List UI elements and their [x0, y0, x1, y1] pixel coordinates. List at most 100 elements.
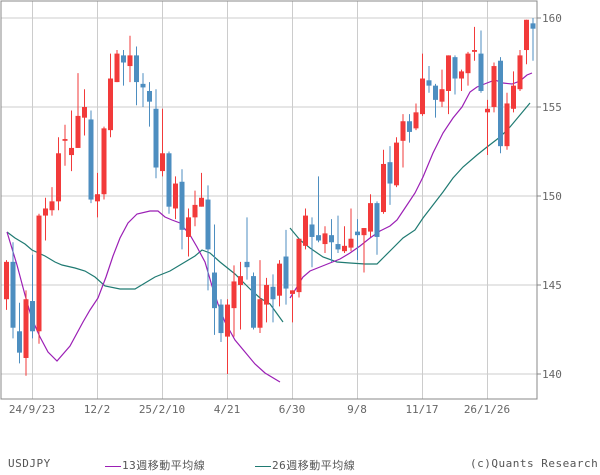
ma13-legend-swatch	[105, 465, 121, 467]
legend-ma26: 26週移動平均線	[255, 457, 355, 473]
x-tick-label: 11/17	[405, 403, 438, 416]
legend-ma13-label: 13週移動平均線	[122, 459, 206, 472]
candle-body	[530, 23, 536, 29]
x-axis: 24/9/23 12/2 25/2/10 4/21 6/30 9/8 11/17 26/1/2…	[9, 403, 510, 416]
candle-body	[95, 194, 100, 202]
ma13-line	[6, 72, 533, 383]
candle-body	[10, 261, 16, 328]
candle-body	[238, 276, 243, 285]
candle-body	[160, 153, 165, 172]
y-tick-label: 150	[542, 190, 562, 203]
candlestick-chart: 140 145 150 155 160 24/9/23 12/2 25/2/10 4/21 6/…	[0, 0, 562, 416]
candle-body	[478, 53, 484, 91]
candle-body	[17, 331, 22, 353]
candle-body	[114, 53, 120, 83]
candle-body	[56, 153, 61, 202]
legend-ma13: 13週移動平均線	[105, 457, 205, 473]
y-tick-label: 145	[542, 279, 562, 292]
x-tick-label: 4/21	[214, 403, 241, 416]
candle-body	[205, 199, 211, 250]
candle-body	[335, 244, 341, 250]
candle-body	[368, 203, 373, 232]
x-tick-label: 25/2/10	[139, 403, 185, 416]
candle-body	[387, 162, 393, 184]
candle-body	[173, 183, 178, 209]
candle-body	[69, 147, 74, 156]
candle-body	[322, 233, 328, 245]
candle-body	[459, 71, 464, 79]
candle-body	[166, 153, 172, 207]
candle-body	[316, 235, 321, 241]
candle-body	[244, 261, 250, 268]
symbol-label: USDJPY	[8, 457, 51, 470]
candle-body	[147, 90, 152, 102]
candle-body	[75, 115, 81, 148]
candle-body	[4, 261, 9, 300]
candle-body	[43, 208, 48, 216]
candle-body	[329, 235, 334, 243]
candle-body	[231, 281, 237, 309]
candle-body	[134, 55, 139, 83]
candle-body	[186, 217, 191, 237]
candle-body	[179, 181, 185, 230]
candle-body	[472, 50, 477, 52]
candle-body	[355, 231, 360, 236]
candle-body	[218, 304, 224, 334]
candle-body	[485, 108, 490, 113]
candle-body	[257, 299, 263, 328]
candle-body	[439, 89, 445, 102]
candle-body	[400, 121, 406, 141]
candle-body	[127, 55, 133, 67]
candle-body	[251, 276, 256, 328]
candle-body	[517, 55, 523, 90]
y-axis: 140 145 150 155 160	[537, 12, 562, 381]
candle-body	[524, 19, 529, 51]
candle-body	[452, 57, 458, 79]
x-tick-label: 6/30	[279, 403, 306, 416]
y-tick-label: 155	[542, 101, 562, 114]
x-tick-label: 24/9/23	[9, 403, 55, 416]
candle-body	[290, 290, 295, 294]
candle-body	[361, 228, 367, 236]
candle-body	[36, 215, 42, 332]
candle-body	[101, 128, 107, 195]
candle-body	[30, 301, 35, 332]
candle-body	[88, 119, 94, 200]
candles	[4, 18, 536, 376]
candle-body	[420, 78, 425, 115]
candle-body	[225, 304, 230, 337]
ma26-legend-swatch	[255, 465, 271, 467]
candle-body	[498, 60, 503, 147]
x-tick-label: 26/1/26	[464, 403, 510, 416]
candle-body	[296, 238, 302, 293]
candle-body	[49, 201, 55, 211]
candle-body	[465, 53, 471, 74]
candle-body	[394, 142, 399, 186]
candle-body	[374, 203, 380, 237]
y-tick-label: 160	[542, 12, 562, 25]
chart-footer: USDJPY 13週移動平均線 26週移動平均線 (c)Quants Resea…	[0, 457, 600, 473]
candle-body	[504, 103, 510, 147]
candle-body	[23, 299, 29, 358]
candle-body	[446, 55, 451, 91]
x-tick-label: 9/8	[347, 403, 367, 416]
candle-body	[140, 83, 146, 88]
candle-body	[62, 139, 68, 141]
candle-body	[82, 107, 87, 118]
x-tick-label: 12/2	[84, 403, 111, 416]
candle-body	[433, 85, 438, 100]
legend-ma26-label: 26週移動平均線	[272, 459, 356, 472]
candle-body	[277, 263, 282, 296]
candle-body	[426, 80, 432, 86]
plot-frame	[0, 0, 538, 400]
candle-body	[121, 55, 126, 63]
candle-body	[309, 224, 315, 237]
candle-body	[303, 215, 308, 246]
candle-body	[491, 66, 497, 107]
candle-body	[212, 272, 217, 309]
credit-label: (c)Quants Research	[470, 457, 599, 470]
candle-body	[381, 163, 386, 213]
ma26-line	[6, 102, 531, 323]
candle-body	[192, 204, 198, 218]
y-tick-label: 140	[542, 368, 562, 381]
